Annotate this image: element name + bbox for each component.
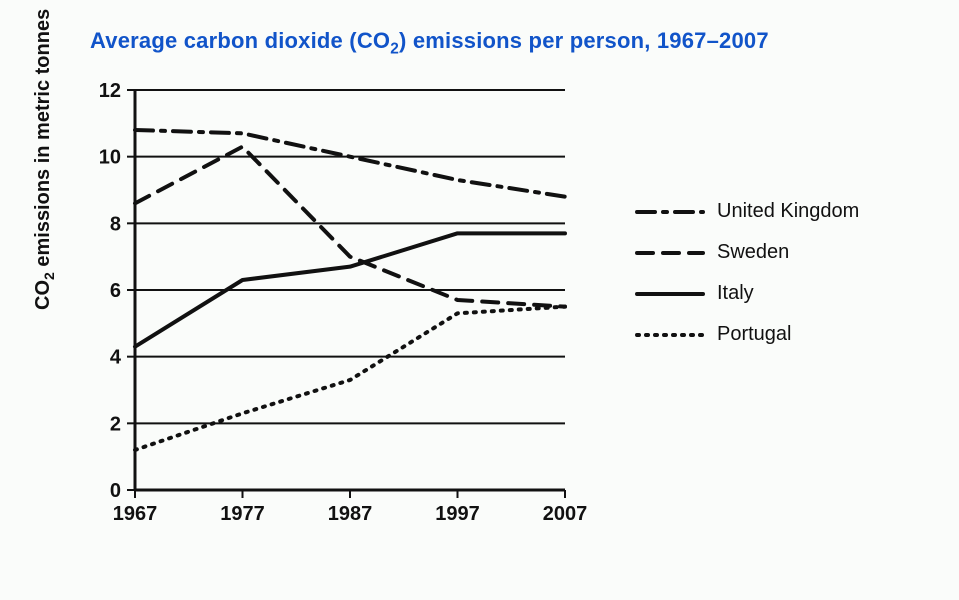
svg-text:1967: 1967: [113, 503, 158, 525]
legend-swatch: [635, 283, 705, 305]
svg-text:4: 4: [110, 347, 122, 369]
page: Average carbon dioxide (CO2) emissions p…: [0, 0, 959, 600]
legend-item: Portugal: [635, 323, 859, 346]
legend-swatch: [635, 242, 705, 264]
legend-swatch: [635, 201, 705, 223]
legend-label: Italy: [717, 282, 754, 305]
svg-text:1997: 1997: [435, 503, 480, 525]
svg-text:2007: 2007: [543, 503, 588, 525]
svg-text:0: 0: [110, 480, 121, 502]
svg-text:6: 6: [110, 280, 121, 302]
legend: United Kingdom Sweden Italy Portugal: [635, 200, 859, 364]
svg-text:8: 8: [110, 213, 121, 235]
legend-item: Sweden: [635, 241, 859, 264]
svg-text:12: 12: [99, 80, 121, 102]
legend-swatch: [635, 324, 705, 346]
legend-label: Portugal: [717, 323, 792, 346]
legend-item: Italy: [635, 282, 859, 305]
svg-text:1987: 1987: [328, 503, 373, 525]
svg-text:10: 10: [99, 147, 121, 169]
svg-text:1977: 1977: [220, 503, 265, 525]
legend-item: United Kingdom: [635, 200, 859, 223]
legend-label: United Kingdom: [717, 200, 859, 223]
svg-text:2: 2: [110, 413, 121, 435]
legend-label: Sweden: [717, 241, 789, 264]
